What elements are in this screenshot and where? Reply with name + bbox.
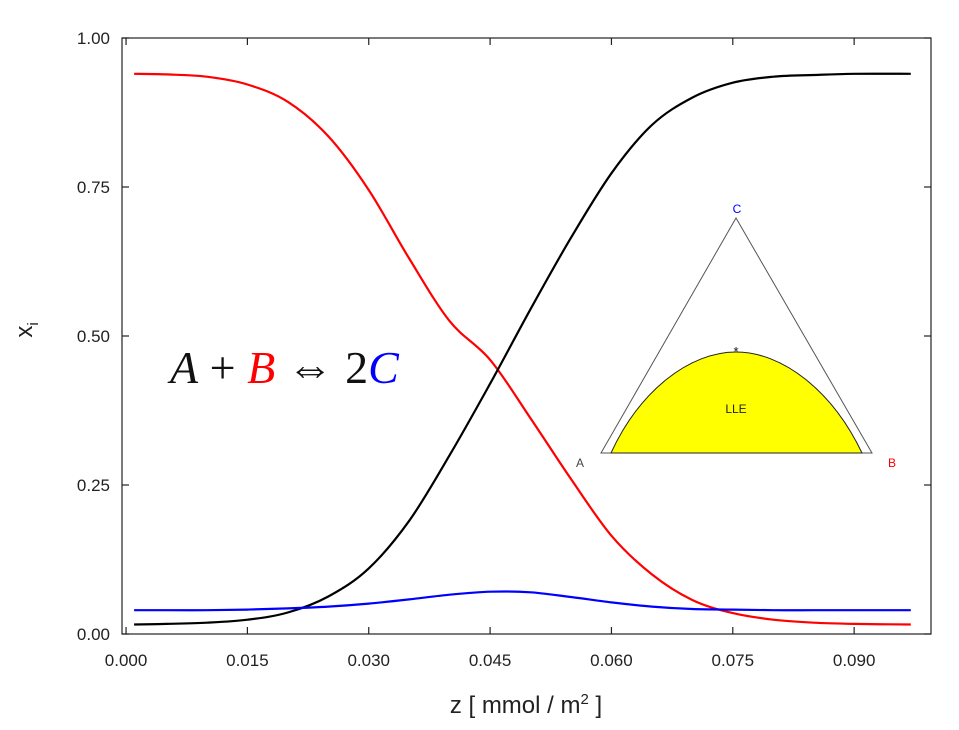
vertex-label-B: B: [888, 456, 896, 470]
lle-label: LLE: [725, 402, 746, 416]
x-axis-title-main: z [ mmol / m: [450, 692, 581, 719]
x-axis-title-sup: 2: [580, 691, 588, 708]
y-axis-title-main: x: [11, 326, 38, 338]
ternary-inset: * LLE C A B: [576, 202, 896, 470]
axis-tick-labels: 0.000 0.015 0.030 0.045 0.060 0.075 0.090 0.00 0…: [77, 29, 876, 670]
x-tick-label: 0.030: [347, 651, 390, 670]
equation-arrow: ⇔: [287, 342, 333, 393]
x-tick-label: 0.015: [226, 651, 269, 670]
plot-frame: [121, 37, 932, 635]
series-line-black: [134, 72, 911, 626]
reaction-equation: A + B ⇔ 2C: [167, 342, 400, 393]
vertex-label-A: A: [576, 456, 584, 470]
equation-C: C: [368, 342, 400, 393]
x-tick-label: 0.000: [105, 651, 148, 670]
series-line-blue: [134, 590, 911, 612]
series-lines: [134, 72, 911, 626]
equation-B: B: [247, 342, 275, 393]
y-tick-label: 0.00: [77, 625, 110, 644]
plait-point-marker: *: [733, 344, 738, 359]
y-axis-title: xi: [11, 322, 42, 337]
y-axis-title-sub: i: [25, 322, 42, 325]
y-tick-label: 0.50: [77, 327, 110, 346]
y-tick-label: 1.00: [77, 29, 110, 48]
x-tick-label: 0.060: [590, 651, 633, 670]
y-tick-label: 0.25: [77, 476, 110, 495]
lle-region: [610, 351, 863, 454]
x-tick-label: 0.090: [833, 651, 876, 670]
equation-A: A: [167, 342, 199, 393]
x-axis-title: z [ mmol / m2 ]: [450, 691, 602, 719]
equation-coefficient: 2: [345, 342, 368, 393]
x-axis-title-end: ]: [589, 692, 602, 719]
y-tick-label: 0.75: [77, 178, 110, 197]
x-tick-label: 0.045: [469, 651, 512, 670]
equation-plus: +: [198, 342, 247, 393]
axis-ticks: [122, 37, 931, 635]
vertex-label-C: C: [733, 202, 742, 216]
x-tick-label: 0.075: [712, 651, 755, 670]
series-line-red: [134, 72, 911, 626]
